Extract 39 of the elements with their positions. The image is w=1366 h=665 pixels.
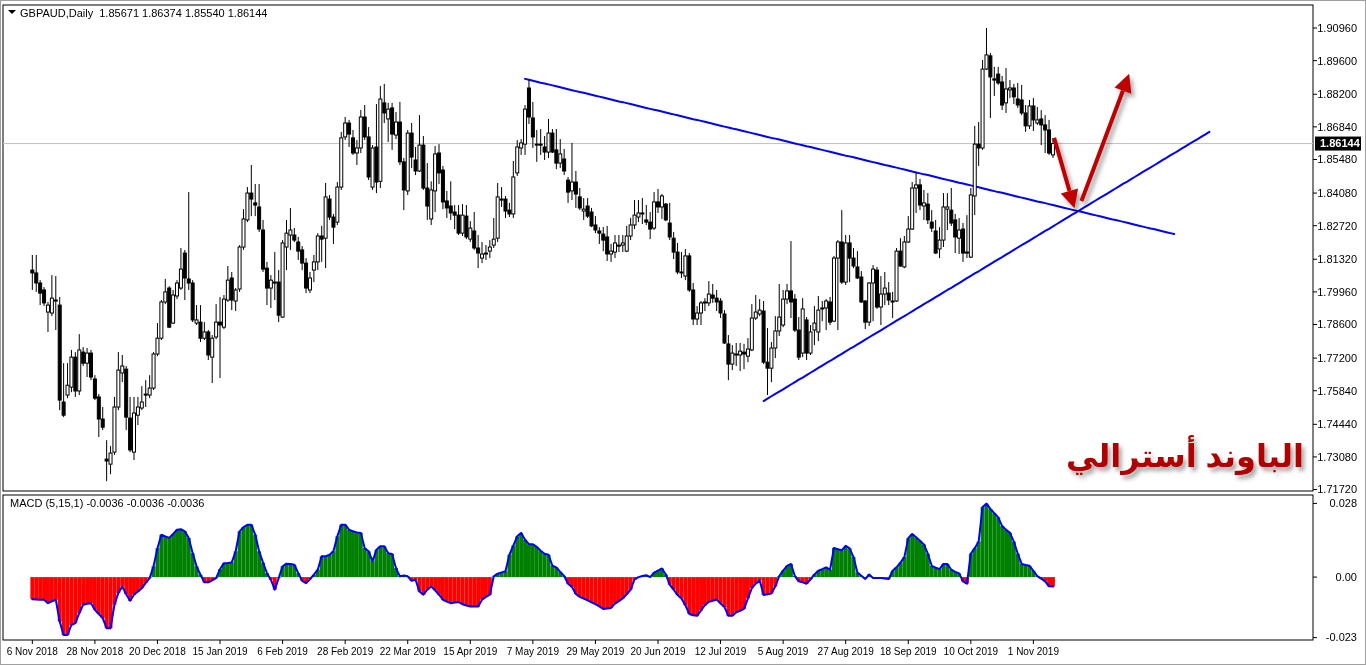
x-tick-label: 6 Feb 2019 xyxy=(257,646,309,657)
chart-title: MACD (5,15,1) -0.0036 -0.0036 -0.0036 xyxy=(10,497,205,509)
x-tick-label: 15 Apr 2019 xyxy=(443,646,498,657)
y-tick-label: 1.75840 xyxy=(1317,384,1357,397)
x-tick-label: 22 Mar 2019 xyxy=(379,646,437,657)
x-tick-label: 20 Jun 2019 xyxy=(630,646,686,657)
x-tick-label: 12 Jul 2019 xyxy=(694,646,747,657)
x-tick-label: 28 Feb 2019 xyxy=(317,646,374,657)
y-tick-label: 1.84080 xyxy=(1317,186,1357,199)
x-tick-label: 15 Jan 2019 xyxy=(192,646,248,657)
x-tick-label: 27 Aug 2019 xyxy=(817,646,875,657)
x-tick-label: 29 May 2019 xyxy=(566,646,625,657)
y-tick-label: 1.85480 xyxy=(1317,153,1357,166)
y-tick-label: 1.74440 xyxy=(1317,418,1357,431)
annotation: الباوند أسترالي xyxy=(1065,435,1305,475)
y-tick-label: 1.90960 xyxy=(1317,21,1357,34)
y-tick-label: 0.00 xyxy=(1335,570,1357,583)
x-tick-label: 1 Nov 2019 xyxy=(1007,646,1060,657)
y-tick-label: 1.79960 xyxy=(1317,285,1357,298)
y-tick-label: 1.73080 xyxy=(1317,450,1357,463)
y-tick-label: 1.71720 xyxy=(1317,483,1357,496)
x-tick-label: 7 May 2019 xyxy=(506,646,560,657)
x-tick-label: 28 Nov 2018 xyxy=(66,646,124,657)
ref-line-label: 1.86144 xyxy=(1320,137,1361,150)
x-tick-label: 20 Dec 2018 xyxy=(129,646,187,657)
y-tick-label: 0.028 xyxy=(1329,497,1357,510)
y-tick-label: -0.023 xyxy=(1325,631,1357,644)
y-tick-label: 1.78600 xyxy=(1317,318,1357,331)
y-tick-label: 1.81320 xyxy=(1317,253,1357,266)
x-tick-label: 18 Sep 2019 xyxy=(879,646,938,657)
chart-title: GBPAUD,Daily 1.85671 1.86374 1.85540 1.86144 xyxy=(20,7,268,19)
x-tick-label: 10 Oct 2019 xyxy=(943,646,999,657)
y-tick-label: 1.77200 xyxy=(1317,351,1357,364)
y-tick-label: 1.89600 xyxy=(1317,54,1357,67)
y-tick-label: 1.86840 xyxy=(1317,120,1357,133)
y-tick-label: 1.88200 xyxy=(1317,88,1357,101)
x-tick-label: 5 Aug 2019 xyxy=(757,646,809,657)
y-tick-label: 1.82720 xyxy=(1317,219,1357,232)
x-tick-label: 6 Nov 2018 xyxy=(6,646,59,657)
